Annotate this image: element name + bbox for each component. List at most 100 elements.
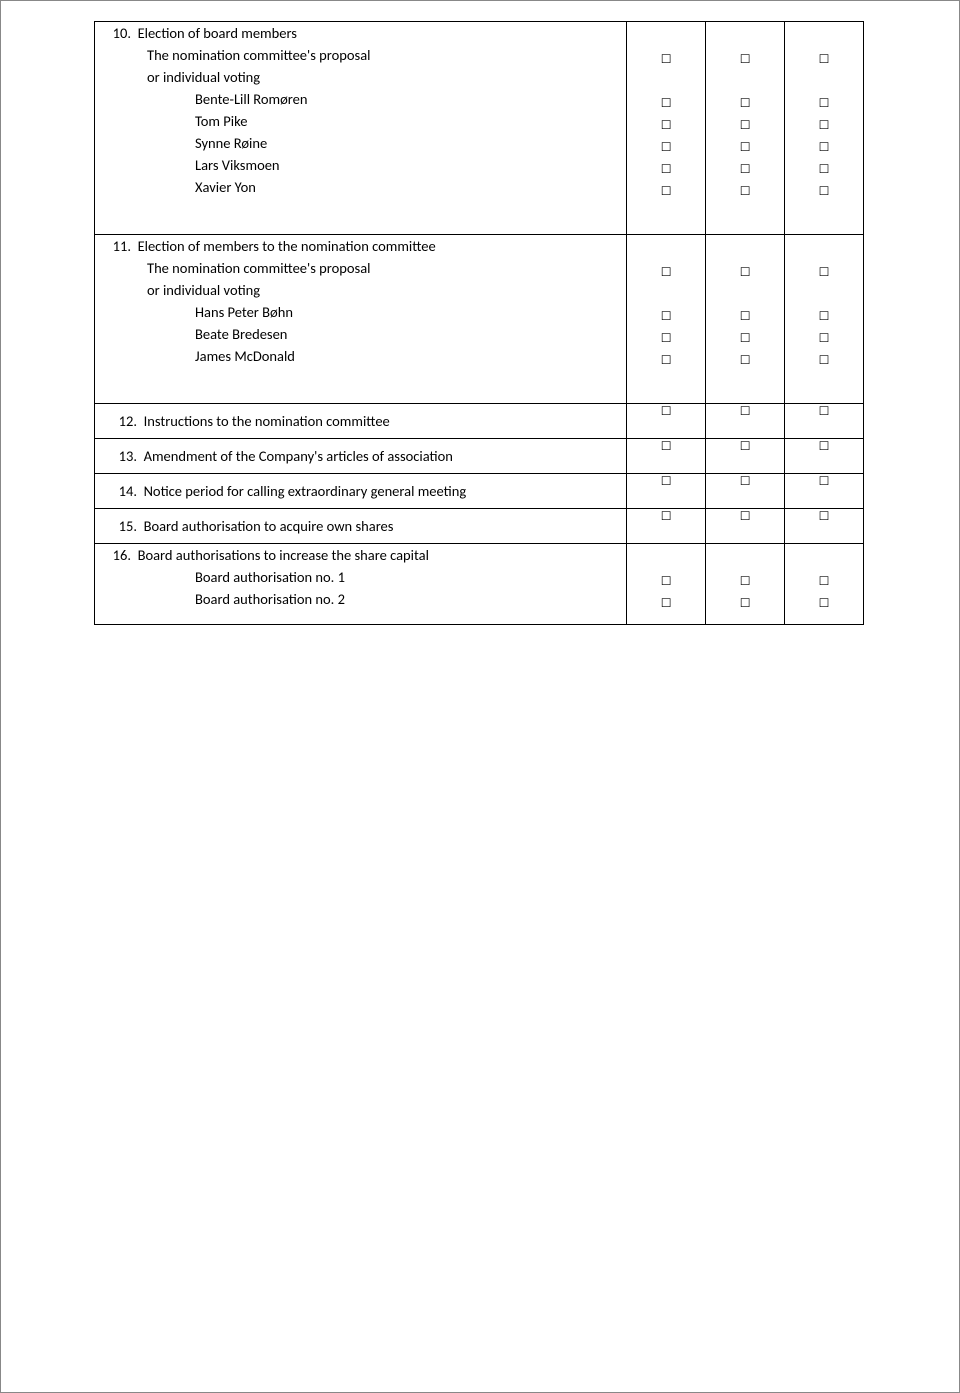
checkbox[interactable]: ☐ [785,158,863,180]
checkbox[interactable]: ☐ [706,474,784,489]
checkbox[interactable]: ☐ [627,349,705,371]
item-subline: James McDonald [95,345,626,367]
checkbox[interactable]: ☐ [706,92,784,114]
item-title-text: Instructions to the nomination committee [144,412,390,430]
spacer [785,202,863,224]
spacer [706,239,784,261]
checkbox[interactable]: ☐ [706,261,784,283]
spacer [627,283,705,305]
checkbox[interactable]: ☐ [706,349,784,371]
spacer [627,70,705,92]
item-number: 12. [101,410,137,432]
item-subline: The nomination committee's proposal [95,44,626,66]
item-number: 16. [95,544,131,566]
checkbox[interactable]: ☐ [706,439,784,454]
item-title-text: Amendment of the Company's articles of a… [144,447,453,465]
table-row: 14. Notice period for calling extraordin… [95,474,864,509]
item-title-text: Board authorisations to increase the sha… [138,546,429,564]
spacer [706,283,784,305]
checkbox[interactable]: ☐ [785,114,863,136]
checkbox[interactable]: ☐ [627,48,705,70]
checkbox[interactable]: ☐ [627,180,705,202]
item-title: 11. Election of members to the nominatio… [95,235,626,257]
checkbox[interactable]: ☐ [785,180,863,202]
spacer [706,70,784,92]
spacer [95,198,626,220]
checkbox[interactable]: ☐ [785,136,863,158]
spacer [627,202,705,224]
checkbox[interactable]: ☐ [627,439,705,454]
spacer [706,202,784,224]
item-subline: Hans Peter Bøhn [95,301,626,323]
checkbox[interactable]: ☐ [785,439,863,454]
checkbox[interactable]: ☐ [706,114,784,136]
item-subline: The nomination committee's proposal [95,257,626,279]
spacer [785,371,863,393]
spacer [785,283,863,305]
spacer [706,371,784,393]
checkbox[interactable]: ☐ [627,136,705,158]
item-subline: or individual voting [95,66,626,88]
checkbox[interactable]: ☐ [706,327,784,349]
spacer [627,239,705,261]
checkbox[interactable]: ☐ [785,570,863,592]
checkbox[interactable]: ☐ [706,509,784,524]
checkbox[interactable]: ☐ [785,305,863,327]
spacer [627,548,705,570]
checkbox[interactable]: ☐ [785,48,863,70]
checkbox[interactable]: ☐ [785,327,863,349]
item-title: 12. Instructions to the nomination commi… [101,410,620,432]
item-title-text: Election of members to the nomination co… [138,237,436,255]
checkbox[interactable]: ☐ [627,305,705,327]
item-title: 10. Election of board members [95,22,626,44]
item-subline: Tom Pike [95,110,626,132]
spacer [785,26,863,48]
item-title-text: Election of board members [138,24,297,42]
item-title: 13. Amendment of the Company's articles … [101,445,620,467]
item-title: 15. Board authorisation to acquire own s… [101,515,620,537]
spacer [706,548,784,570]
checkbox[interactable]: ☐ [706,158,784,180]
item-number: 13. [101,445,137,467]
checkbox[interactable]: ☐ [706,592,784,614]
table-row: 12. Instructions to the nomination commi… [95,404,864,439]
item-title: 14. Notice period for calling extraordin… [101,480,620,502]
item-subline: or individual voting [95,279,626,301]
checkbox[interactable]: ☐ [627,404,705,419]
table-row: 15. Board authorisation to acquire own s… [95,509,864,544]
item-subline: Synne Røine [95,132,626,154]
checkbox[interactable]: ☐ [785,592,863,614]
spacer [627,371,705,393]
spacer [785,548,863,570]
checkbox[interactable]: ☐ [706,48,784,70]
checkbox[interactable]: ☐ [785,92,863,114]
checkbox[interactable]: ☐ [706,305,784,327]
checkbox[interactable]: ☐ [706,180,784,202]
spacer [785,70,863,92]
checkbox[interactable]: ☐ [627,509,705,524]
checkbox[interactable]: ☐ [627,592,705,614]
checkbox[interactable]: ☐ [706,404,784,419]
item-subline: Board authorisation no. 1 [95,566,626,588]
checkbox[interactable]: ☐ [627,158,705,180]
checkbox[interactable]: ☐ [785,474,863,489]
checkbox[interactable]: ☐ [627,327,705,349]
checkbox[interactable]: ☐ [785,404,863,419]
item-subline: Lars Viksmoen [95,154,626,176]
checkbox[interactable]: ☐ [785,261,863,283]
item-number: 10. [95,22,131,44]
checkbox[interactable]: ☐ [785,509,863,524]
spacer [706,26,784,48]
checkbox[interactable]: ☐ [627,114,705,136]
item-subline: Board authorisation no. 2 [95,588,626,610]
checkbox[interactable]: ☐ [706,570,784,592]
checkbox[interactable]: ☐ [785,349,863,371]
checkbox[interactable]: ☐ [627,92,705,114]
checkbox[interactable]: ☐ [627,474,705,489]
voting-table: 10. Election of board membersThe nominat… [94,21,864,625]
item-subline: Bente-Lill Romøren [95,88,626,110]
checkbox[interactable]: ☐ [627,261,705,283]
checkbox[interactable]: ☐ [627,570,705,592]
page-container: 10. Election of board membersThe nominat… [0,0,960,1393]
checkbox[interactable]: ☐ [706,136,784,158]
